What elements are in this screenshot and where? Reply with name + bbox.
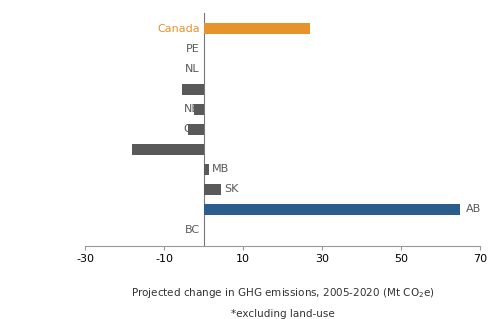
Text: SK: SK	[224, 184, 238, 194]
Text: BC: BC	[184, 225, 200, 234]
Bar	[132, 144, 204, 155]
Bar	[204, 184, 222, 195]
Text: Projected change in GHG emissions, 2005-2020 (Mt CO$_2$e): Projected change in GHG emissions, 2005-…	[130, 286, 434, 300]
Text: PE: PE	[186, 44, 200, 54]
Text: Canada: Canada	[157, 24, 200, 34]
Text: *excluding land-use: *excluding land-use	[230, 308, 334, 318]
Bar	[182, 84, 204, 94]
Text: MB: MB	[212, 164, 228, 174]
Bar	[204, 164, 210, 175]
Text: NL: NL	[185, 64, 200, 74]
Bar	[188, 124, 204, 135]
Text: NB: NB	[184, 104, 200, 114]
Text: NS: NS	[184, 84, 200, 94]
Bar	[204, 23, 310, 34]
Bar	[194, 104, 203, 115]
Bar	[204, 204, 460, 215]
Text: ON: ON	[182, 144, 200, 154]
Text: QC: QC	[183, 124, 200, 134]
Text: AB: AB	[466, 204, 481, 214]
